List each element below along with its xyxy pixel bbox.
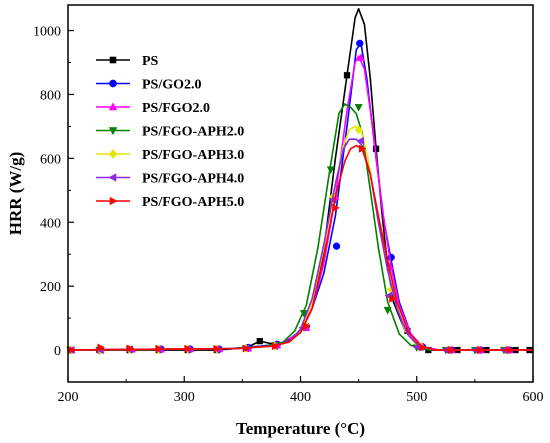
data-point [506, 346, 515, 355]
series-line [68, 8, 533, 351]
y-axis-ticks: 0 200 400 600 800 1000 [33, 25, 74, 383]
legend-item: PS/FGO2.0 [96, 101, 210, 116]
data-point [242, 344, 251, 353]
data-point [354, 104, 363, 112]
legend-label: PS/FGO-APH2.0 [142, 125, 244, 140]
data-point [343, 72, 351, 79]
legend-marker [109, 196, 118, 206]
legend-label: PS/FGO-APH5.0 [142, 195, 244, 210]
legend-item: PS [96, 54, 159, 69]
data-point [184, 344, 193, 353]
x-axis-title: Temperature (°C) [236, 419, 365, 438]
data-point [97, 343, 106, 352]
legend-label: PS/FGO-APH3.0 [142, 148, 244, 163]
plot-series [66, 8, 533, 355]
x-tick-label: 400 [290, 390, 311, 405]
legend-item: PS/FGO-APH5.0 [96, 195, 244, 210]
data-point [126, 344, 135, 353]
y-tick-label: 800 [40, 88, 61, 103]
legend-label: PS [142, 54, 159, 69]
data-point [356, 53, 365, 61]
y-axis-title: HRR (W/g) [6, 152, 25, 236]
legend-marker [108, 149, 118, 159]
data-point [332, 242, 341, 250]
x-tick-label: 600 [523, 390, 544, 405]
legend-item: PS/FGO-APH2.0 [96, 125, 244, 140]
legend-item: PS/FGO-APH3.0 [96, 148, 244, 163]
data-point [332, 203, 340, 212]
legend-marker [108, 173, 117, 182]
data-point [356, 136, 365, 145]
data-point [389, 294, 397, 303]
data-point [326, 166, 335, 175]
series-3 [66, 103, 533, 355]
data-point [155, 344, 164, 353]
x-tick-label: 300 [174, 390, 195, 405]
data-point [358, 144, 367, 153]
x-tick-label: 200 [58, 390, 79, 405]
data-point [356, 39, 364, 48]
legend-item: PS/FGO-APH4.0 [96, 172, 244, 187]
legend-label: PS/GO2.0 [142, 78, 202, 93]
data-point [448, 346, 457, 355]
series-0 [68, 8, 533, 354]
series-6 [67, 144, 533, 355]
series-5 [66, 136, 533, 355]
data-point [213, 344, 222, 353]
series-2 [67, 53, 533, 354]
legend-label: PS/FGO-APH4.0 [142, 172, 244, 187]
data-point [303, 322, 311, 331]
data-point [354, 124, 363, 135]
y-tick-label: 200 [40, 280, 61, 295]
y-tick-label: 400 [40, 216, 61, 231]
series-line [67, 103, 533, 351]
series-line [67, 55, 533, 351]
data-point [419, 343, 428, 352]
series-1 [67, 39, 533, 354]
legend-item: PS/GO2.0 [96, 78, 202, 93]
data-point [477, 346, 486, 355]
legend-marker [109, 56, 117, 64]
x-axis-ticks: 200 300 400 500 600 [58, 376, 544, 405]
y-tick-label: 600 [40, 152, 61, 167]
plot-frame [67, 4, 534, 383]
y-tick-label: 0 [54, 344, 61, 359]
data-point [271, 342, 280, 351]
series-line [67, 144, 533, 351]
legend-marker [108, 127, 118, 136]
series-line [67, 42, 533, 351]
legend: PS PS/GO2.0 PS/FGO2.0 PS/FGO-APH2.0 PS/FGO-A… [96, 54, 244, 210]
data-point [383, 306, 392, 315]
legend-marker [109, 79, 117, 88]
legend-label: PS/FGO2.0 [142, 101, 210, 116]
legend-marker [108, 102, 118, 111]
y-tick-label: 1000 [33, 25, 61, 40]
x-tick-label: 500 [406, 390, 427, 405]
data-point [256, 337, 263, 345]
